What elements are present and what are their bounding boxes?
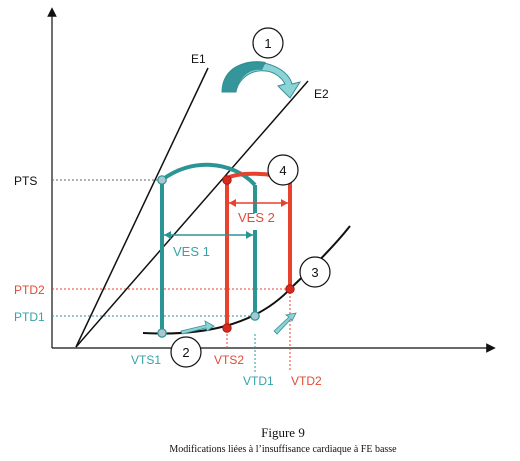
ves1-label: VES 1 xyxy=(173,244,210,259)
elastance-line-e2 xyxy=(75,80,309,348)
pts-point-e1 xyxy=(157,175,167,185)
ptd1-label: PTD1 xyxy=(14,310,45,324)
marker-4-label: 4 xyxy=(279,163,286,178)
vts1-label: VTS1 xyxy=(131,353,161,367)
ptd2-point xyxy=(285,284,295,294)
marker-1: 1 xyxy=(252,27,284,59)
vts2-label: VTS2 xyxy=(214,353,244,367)
figure-title: Figure 9 xyxy=(261,425,305,440)
marker-2-label: 2 xyxy=(182,345,189,360)
marker-3-label: 3 xyxy=(311,265,318,280)
pts-label: PTS xyxy=(14,174,37,188)
filling-arrow-icon xyxy=(180,320,215,335)
marker-4: 4 xyxy=(267,154,299,186)
shift-arrow-icon xyxy=(273,312,297,335)
vts1-point xyxy=(157,328,167,338)
ves2-arrow xyxy=(229,199,288,207)
vtd2-label: VTD2 xyxy=(291,374,322,388)
e1-label: E1 xyxy=(191,52,206,66)
loop-2 xyxy=(225,171,292,330)
ptd2-label: PTD2 xyxy=(14,283,45,297)
vtd1-label: VTD1 xyxy=(243,374,274,388)
e2-label: E2 xyxy=(314,87,329,101)
ves1-arrow xyxy=(164,231,253,239)
vts2-point xyxy=(222,323,232,333)
elastance-line-e1 xyxy=(75,67,209,348)
ptd1-point xyxy=(250,311,260,321)
marker-1-label: 1 xyxy=(264,36,271,51)
figure-caption: Modifications liées à l’insuffisance car… xyxy=(169,444,397,455)
loop-1 xyxy=(160,162,257,333)
pts-point-e2 xyxy=(222,175,232,185)
marker-3: 3 xyxy=(299,256,331,288)
rotation-arrow-icon xyxy=(221,61,302,99)
ves2-label: VES 2 xyxy=(238,210,275,225)
marker-2: 2 xyxy=(170,336,202,368)
